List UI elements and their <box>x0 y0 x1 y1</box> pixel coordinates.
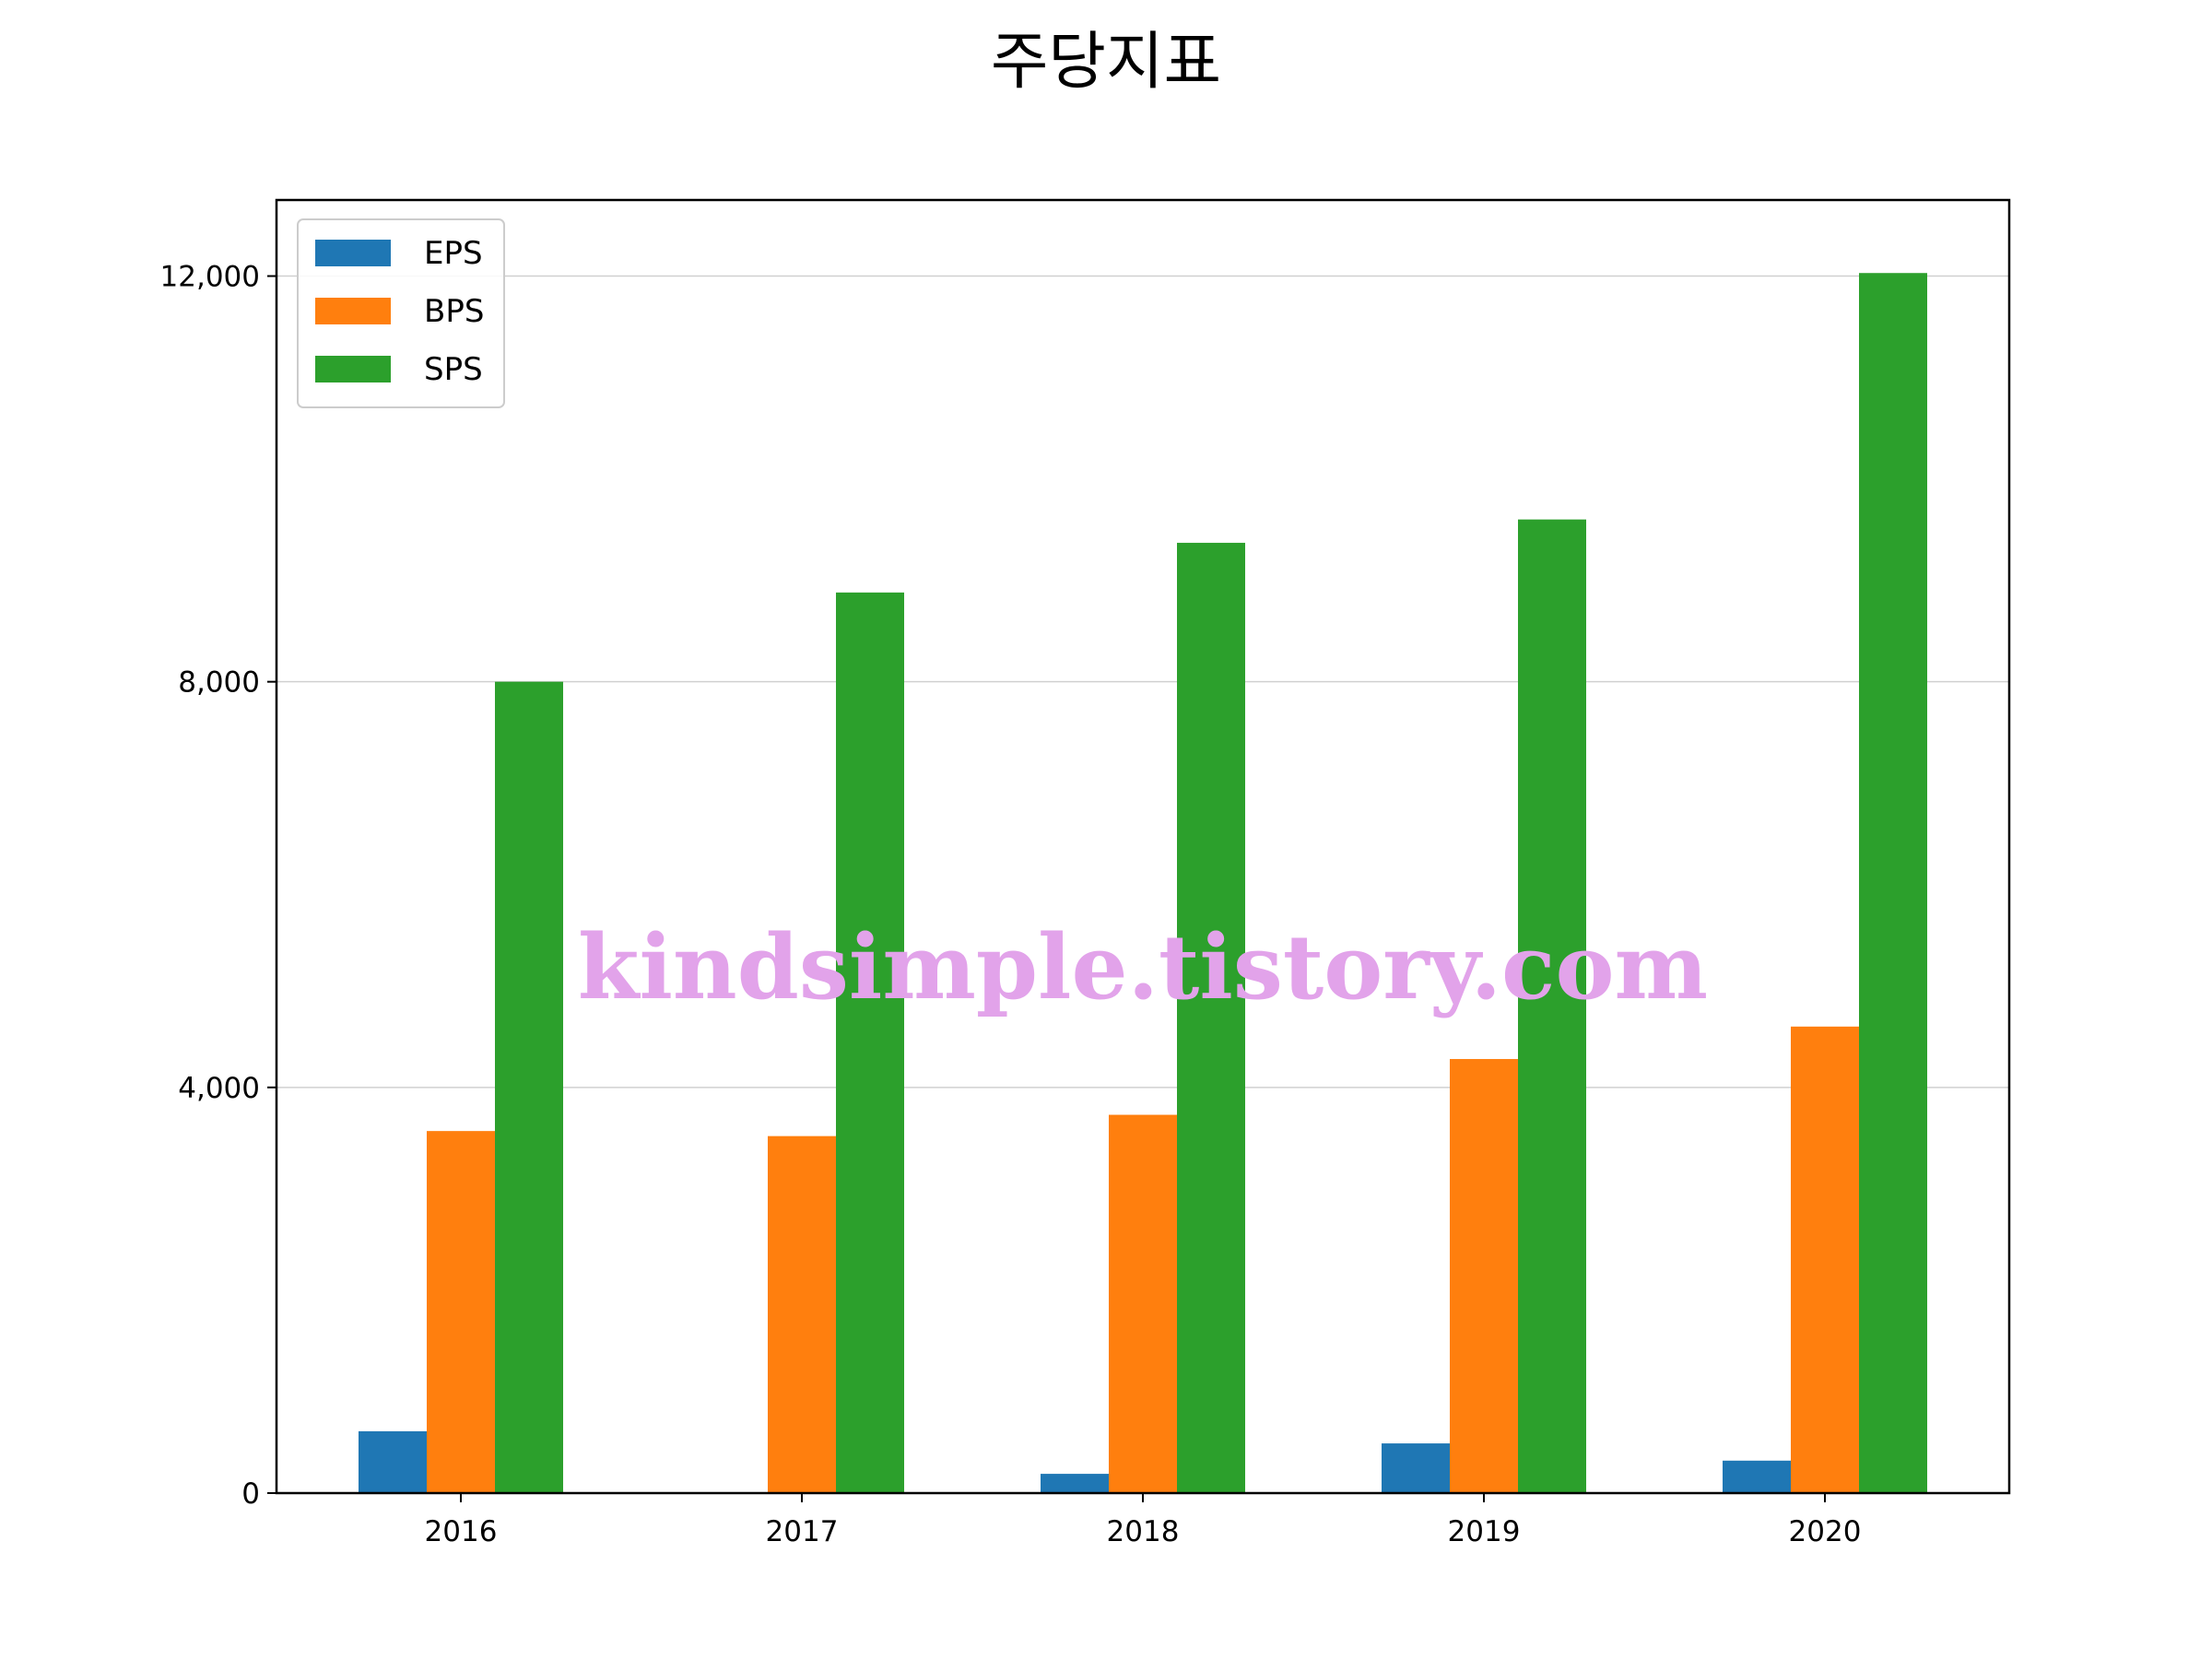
y-tick-label: 0 <box>241 1477 260 1511</box>
bar-sps-2019 <box>1518 519 1586 1493</box>
watermark-text: kindsimple.tistory.com <box>578 915 1708 1019</box>
bar-bps-2018 <box>1109 1114 1177 1493</box>
bar-sps-2018 <box>1177 542 1245 1493</box>
y-tick-label: 4,000 <box>178 1072 260 1105</box>
y-axis: 0 4,000 8,000 12,000 <box>160 261 276 1511</box>
bar-sps-2020 <box>1859 273 1927 1493</box>
legend: EPS BPS SPS <box>297 218 505 408</box>
bar-eps-2016 <box>359 1430 427 1493</box>
x-tick-label: 2017 <box>766 1515 839 1548</box>
bar-bps-2020 <box>1791 1026 1859 1493</box>
bars <box>359 273 1927 1493</box>
bar-eps-2020 <box>1723 1460 1791 1493</box>
x-axis: 2016 2017 2018 2019 2020 <box>425 1493 1862 1548</box>
y-tick-label: 8,000 <box>178 666 260 700</box>
legend-swatch-sps <box>315 356 391 382</box>
bar-bps-2019 <box>1450 1059 1518 1493</box>
x-tick-label: 2018 <box>1107 1515 1180 1548</box>
y-tick-label: 12,000 <box>160 261 260 294</box>
bar-sps-2016 <box>495 681 563 1493</box>
bar-sps-2017 <box>836 592 904 1493</box>
bar-eps-2019 <box>1382 1443 1450 1493</box>
x-tick-label: 2020 <box>1789 1515 1862 1548</box>
x-tick-label: 2016 <box>425 1515 498 1548</box>
legend-swatch-bps <box>315 298 391 324</box>
x-tick-label: 2019 <box>1448 1515 1521 1548</box>
bar-eps-2018 <box>1041 1474 1109 1493</box>
bar-bps-2017 <box>768 1135 836 1493</box>
bar-bps-2016 <box>427 1131 495 1493</box>
legend-label-eps: EPS <box>424 235 483 272</box>
legend-swatch-eps <box>315 240 391 266</box>
legend-label-sps: SPS <box>424 351 483 388</box>
gridlines <box>276 275 2009 1088</box>
legend-label-bps: BPS <box>424 293 484 330</box>
chart-title: 주당지표 <box>991 26 1221 99</box>
